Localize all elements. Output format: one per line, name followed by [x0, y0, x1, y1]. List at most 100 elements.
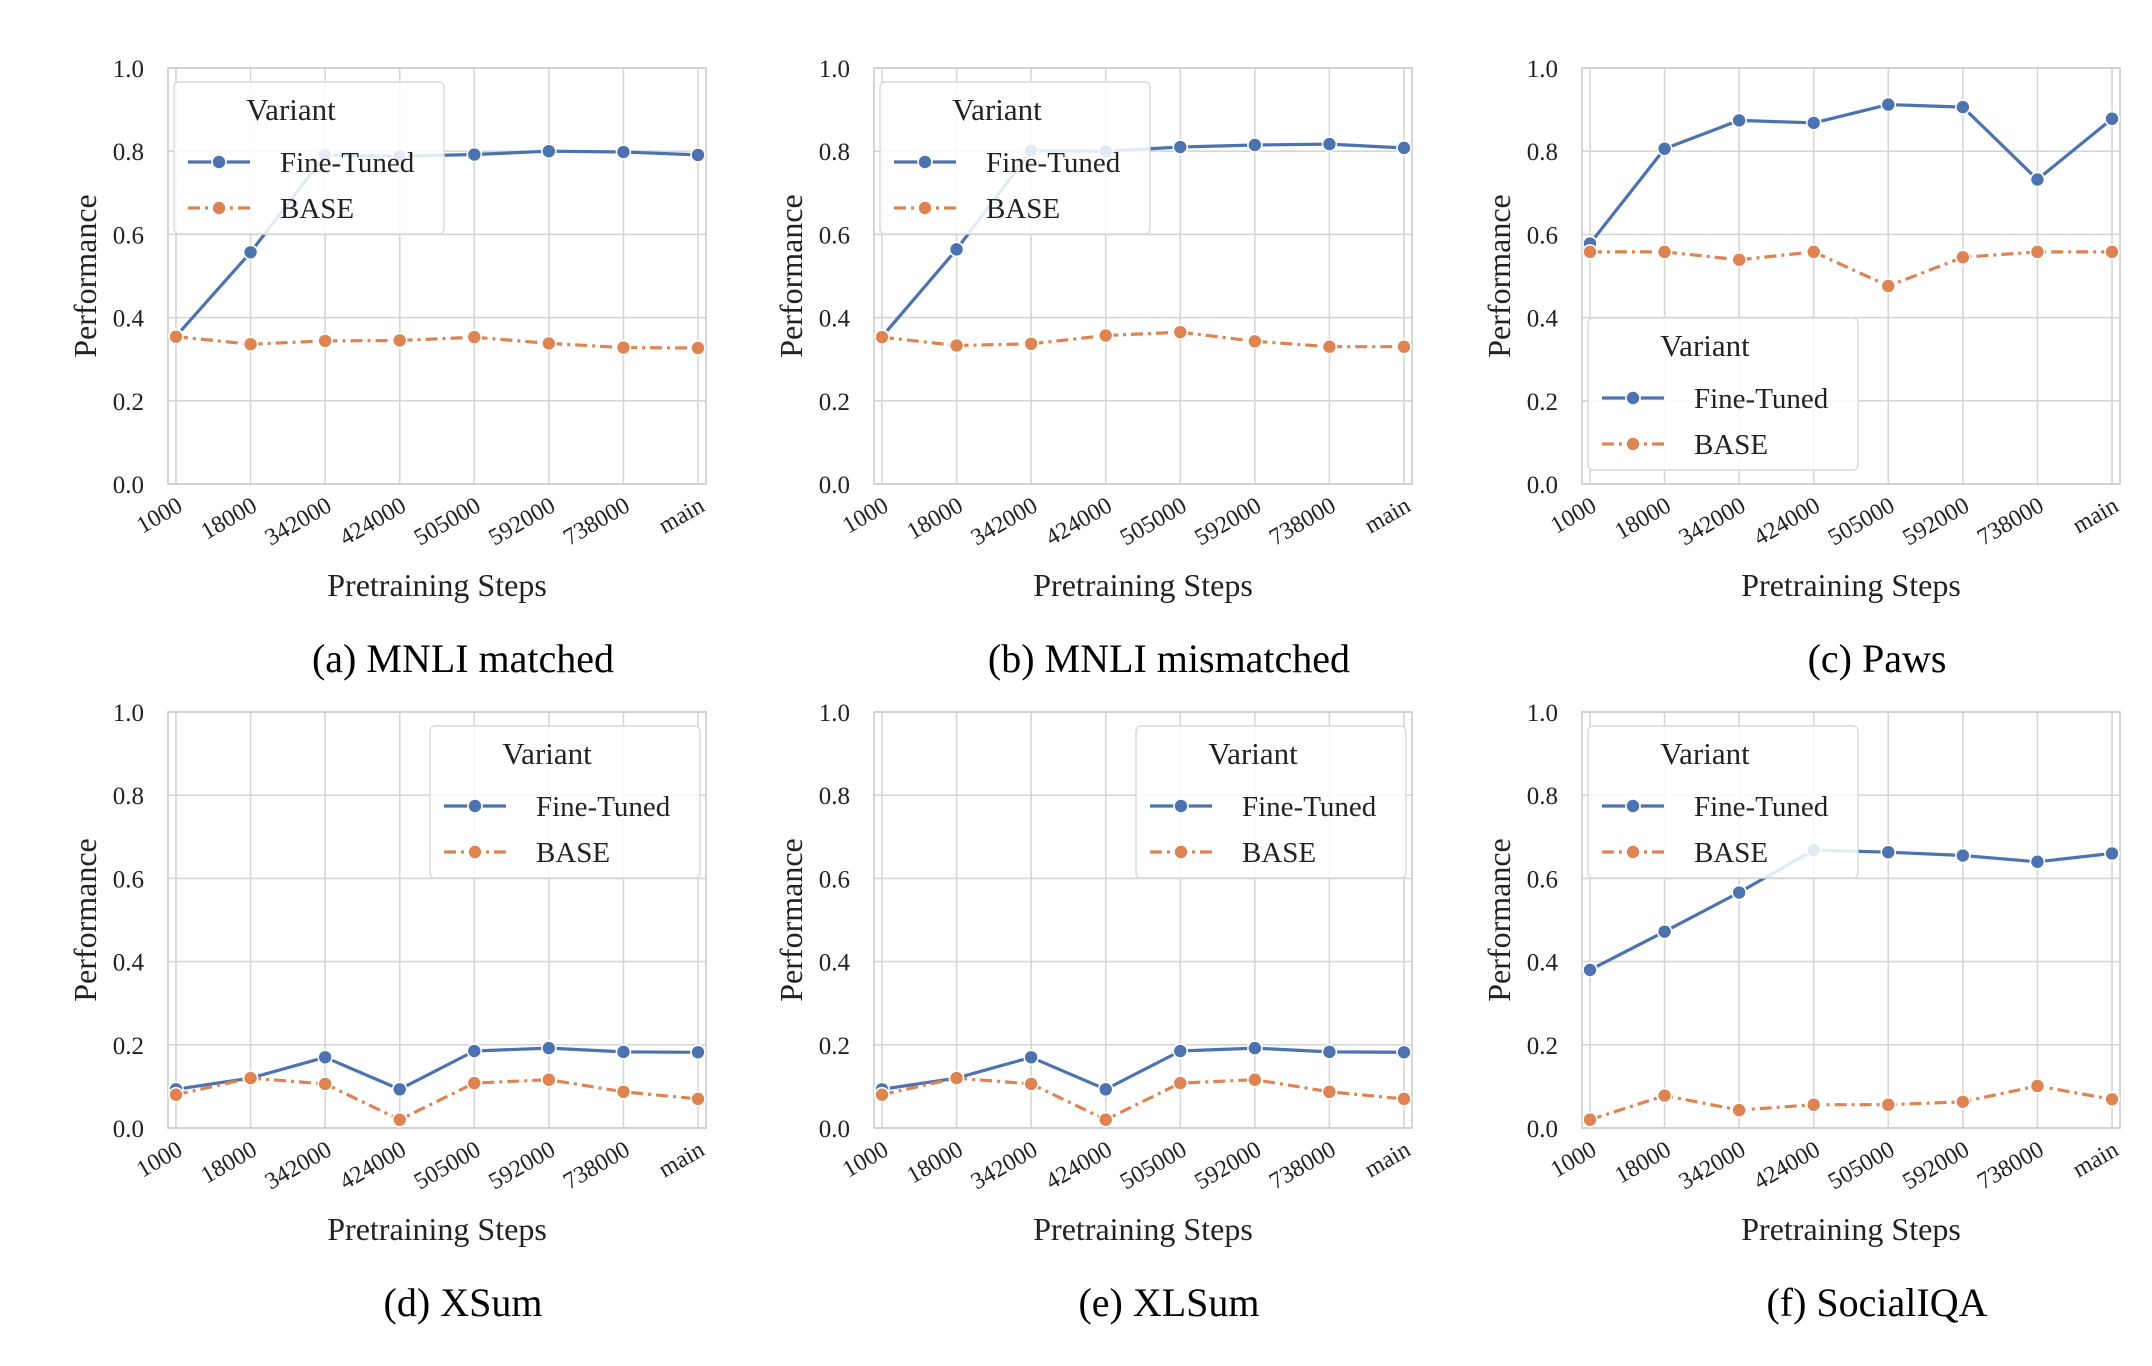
legend-title: Variant [1660, 328, 1750, 363]
data-point-base [1097, 327, 1114, 344]
legend-box [173, 81, 445, 235]
y-tick-label: 0.4 [1527, 306, 1559, 333]
data-point-fine-tuned [948, 241, 965, 258]
y-tick-label: 0.8 [819, 783, 850, 810]
data-point-base [317, 1076, 333, 1092]
data-point-fine-tuned [1321, 136, 1338, 152]
panel-caption: (c) Paws [1808, 636, 1947, 681]
data-point-fine-tuned [2029, 853, 2046, 870]
data-point-base [466, 329, 483, 345]
x-tick-label: main [1360, 493, 1415, 540]
legend-marker-base [1173, 844, 1189, 860]
data-point-fine-tuned [2029, 171, 2046, 188]
plot-frame [1581, 67, 2121, 485]
data-point-fine-tuned [1172, 139, 1189, 155]
x-tick-label: 1000 [132, 1137, 187, 1184]
x-tick-label: 424000 [335, 1137, 410, 1196]
data-point-base [1582, 1111, 1598, 1128]
y-tick-label: 0.8 [819, 139, 850, 166]
data-point-fine-tuned [1023, 1049, 1039, 1066]
legend-label-base: BASE [1242, 837, 1316, 869]
y-tick-label: 1.0 [819, 56, 850, 83]
x-tick-label: 424000 [335, 493, 410, 552]
y-tick-label: 0.6 [1527, 222, 1558, 249]
data-point-base [1805, 244, 1822, 260]
data-point-fine-tuned [1396, 1044, 1412, 1061]
legend: Variant Fine-Tuned BASE [429, 725, 701, 879]
data-point-base [1955, 249, 1971, 266]
data-point-base [466, 1075, 483, 1091]
x-tick-label: 18000 [197, 1137, 262, 1190]
data-point-fine-tuned [1955, 847, 1971, 864]
data-point-base [615, 339, 632, 356]
data-point-base [615, 1084, 632, 1100]
legend-marker-fine-tuned [1625, 390, 1641, 406]
legend-marker-base [1625, 436, 1641, 452]
y-tick-label: 0.8 [113, 139, 144, 166]
data-point-fine-tuned [615, 1044, 632, 1060]
x-tick-label: 342000 [1675, 493, 1750, 552]
data-point-fine-tuned [690, 147, 706, 163]
data-point-base [391, 332, 408, 349]
y-tick-label: 0.6 [819, 866, 850, 893]
data-point-base [391, 1111, 408, 1128]
data-point-fine-tuned [541, 143, 557, 159]
x-tick-label: 505000 [410, 1137, 485, 1196]
data-point-fine-tuned [1805, 115, 1822, 131]
legend-marker-fine-tuned [211, 154, 227, 170]
x-tick-label: 738000 [1973, 493, 2048, 552]
y-tick-label: 0.0 [113, 472, 144, 499]
y-axis-title: Performance [773, 194, 809, 357]
data-point-base [1582, 244, 1598, 260]
series-line-fine-tuned [881, 1046, 1405, 1091]
x-tick-label: 424000 [1749, 1137, 1824, 1196]
data-point-base [1880, 278, 1897, 294]
y-tick-label: 1.0 [113, 56, 144, 83]
data-point-base [2104, 244, 2120, 260]
x-tick-label: 18000 [903, 493, 968, 546]
data-point-fine-tuned [391, 1081, 408, 1098]
y-tick-label: 0.2 [1527, 389, 1558, 416]
y-tick-label: 0.4 [113, 950, 145, 977]
data-point-base [1023, 1076, 1039, 1092]
data-point-fine-tuned [1097, 1081, 1114, 1098]
x-axis-title: Pretraining Steps [1033, 1211, 1253, 1247]
data-point-base [1656, 244, 1673, 260]
x-tick-label: 342000 [1675, 1137, 1750, 1196]
legend-box [1135, 725, 1407, 879]
y-tick-label: 0.4 [819, 306, 851, 333]
plot-frame [1581, 711, 2121, 1129]
series-line-fine-tuned [1588, 102, 2114, 245]
legend-title: Variant [246, 92, 336, 127]
x-tick-label: 592000 [1191, 493, 1266, 552]
x-tick-label: 342000 [261, 493, 336, 552]
data-point-fine-tuned [690, 1044, 706, 1061]
y-tick-label: 0.8 [113, 783, 144, 810]
plot-frame [167, 711, 707, 1129]
x-axis-title: Pretraining Steps [327, 567, 547, 603]
legend-label-base: BASE [1694, 837, 1768, 869]
x-tick-label: 738000 [1265, 493, 1340, 552]
x-tick-label: 424000 [1041, 1137, 1116, 1196]
y-tick-label: 1.0 [819, 700, 850, 727]
legend-box [879, 81, 1151, 235]
plot-frame [873, 67, 1413, 485]
data-point-base [690, 1091, 706, 1107]
y-axis-title: Performance [67, 838, 103, 1001]
legend-box [1587, 317, 1859, 471]
y-tick-label: 0.0 [819, 1116, 850, 1143]
y-axis-title: Performance [1481, 194, 1517, 357]
x-tick-label: 342000 [967, 493, 1042, 552]
data-point-fine-tuned [1172, 1043, 1189, 1059]
legend-marker-fine-tuned [1625, 798, 1641, 814]
legend-label-fine-tuned: Fine-Tuned [1694, 383, 1829, 415]
legend-marker-base [1625, 844, 1641, 860]
x-tick-label: main [654, 1137, 709, 1184]
x-tick-label: 342000 [967, 1137, 1042, 1196]
legend-label-base: BASE [536, 837, 610, 869]
legend-title: Variant [1208, 736, 1298, 771]
y-tick-label: 0.2 [1527, 1033, 1558, 1060]
